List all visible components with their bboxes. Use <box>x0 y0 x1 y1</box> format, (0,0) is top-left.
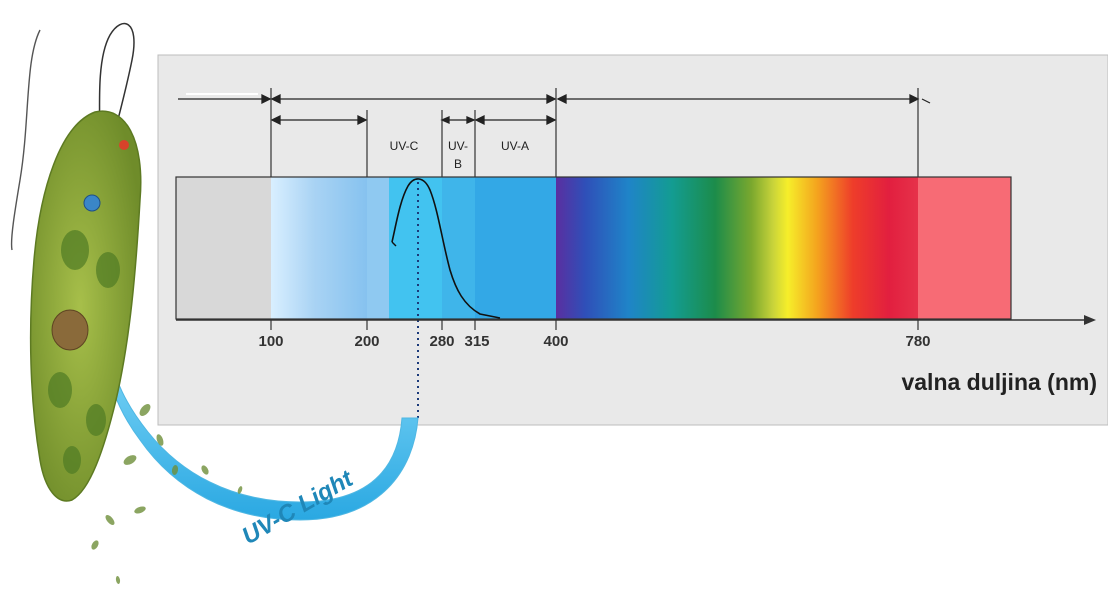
tick-label-280: 280 <box>429 333 454 350</box>
band-label-uvb-line1: UV- <box>448 139 468 153</box>
band-uv-c-left <box>367 177 389 319</box>
band-label-uvb-line2: B <box>454 157 462 171</box>
tick-label-780: 780 <box>905 333 930 350</box>
organism-body <box>29 110 142 502</box>
band-vacuum-uv <box>271 177 367 319</box>
band-far-uv <box>176 177 271 319</box>
band-visible <box>556 177 918 319</box>
band-label-uva: UV-A <box>501 139 529 153</box>
axis-label: valna duljina (nm) <box>901 369 1097 395</box>
germicidal-curve <box>391 178 501 319</box>
spectrum-outline <box>175 176 1012 320</box>
tick-label-315: 315 <box>464 333 489 350</box>
tick-label-400: 400 <box>543 333 568 350</box>
band-infrared <box>918 177 1011 319</box>
band-label-uvc: UV-C <box>390 139 419 153</box>
range-arrows <box>178 93 931 126</box>
wavelength-axis <box>176 315 1096 325</box>
band-uv-b <box>442 177 475 319</box>
flagellum <box>98 22 135 151</box>
band-uv-a <box>475 177 556 319</box>
tick-label-200: 200 <box>354 333 379 350</box>
euglena-organism-illustration <box>10 22 243 584</box>
tick-label-100: 100 <box>258 333 283 350</box>
band-uv-c <box>389 177 442 319</box>
spectrum-bar <box>175 176 1012 320</box>
